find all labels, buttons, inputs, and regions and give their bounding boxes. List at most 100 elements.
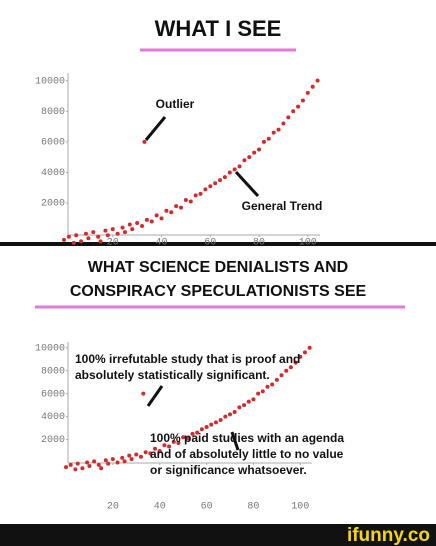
arrow [146, 385, 164, 407]
point [120, 225, 125, 230]
point [154, 213, 159, 218]
point [246, 399, 251, 404]
point [122, 459, 127, 464]
point [103, 228, 108, 233]
point [266, 136, 271, 141]
x-tick-label: 100 [299, 238, 317, 249]
point [157, 449, 162, 454]
point [74, 233, 79, 238]
point [242, 403, 247, 408]
point [310, 84, 315, 89]
annotation: 100% paid studies with an agenda [150, 431, 344, 445]
annotation: Outlier [156, 97, 195, 111]
point [271, 130, 276, 135]
point [171, 439, 176, 444]
point [279, 373, 284, 378]
point [305, 90, 310, 95]
x-tick-label: 80 [253, 238, 265, 249]
point [153, 446, 158, 451]
title: WHAT I SEE [155, 16, 282, 41]
point [141, 391, 146, 396]
point [232, 410, 237, 415]
point [115, 231, 120, 236]
point [222, 175, 227, 180]
point [164, 208, 169, 213]
y-tick-label: 2000 [41, 199, 65, 210]
point [261, 139, 266, 144]
point [75, 461, 80, 466]
point [227, 170, 232, 175]
annotation: or significance whatsoever. [150, 463, 307, 477]
point [64, 465, 68, 470]
point [288, 365, 293, 370]
point [162, 443, 167, 448]
point [66, 234, 71, 239]
point [135, 220, 140, 225]
point [159, 216, 164, 221]
x-tick-label: 40 [156, 238, 168, 249]
point [148, 451, 153, 456]
point [73, 467, 78, 472]
point [213, 420, 218, 425]
point [144, 217, 149, 222]
point [105, 233, 110, 238]
point [307, 345, 312, 350]
point [237, 405, 242, 410]
point [85, 460, 90, 465]
annotation: General Trend [242, 199, 323, 213]
title: WHAT SCIENCE DENIALISTS AND [88, 259, 348, 276]
x-tick-label: 40 [154, 502, 166, 513]
x-tick-label: 20 [107, 238, 119, 249]
point [134, 452, 139, 457]
point [198, 191, 203, 196]
point [99, 466, 104, 471]
point [281, 121, 286, 126]
y-tick-label: 4000 [41, 412, 65, 423]
point [68, 462, 73, 467]
point [242, 158, 247, 163]
arrow [144, 116, 167, 141]
arrow [234, 170, 260, 198]
point [204, 424, 209, 429]
point [174, 204, 179, 209]
title: CONSPIRACY SPECULATIONISTS SEE [70, 283, 367, 300]
point [127, 222, 132, 227]
point [315, 78, 320, 83]
point [71, 240, 76, 245]
point [167, 444, 172, 449]
x-tick-label: 60 [204, 238, 216, 249]
point [209, 422, 214, 427]
point [251, 397, 256, 402]
point [96, 234, 101, 239]
point [120, 455, 125, 460]
point [256, 391, 261, 396]
x-tick-label: 60 [201, 502, 213, 513]
watermark: ifunny.co [347, 525, 430, 546]
point [270, 382, 275, 387]
point [218, 178, 223, 183]
point [199, 427, 204, 432]
x-tick-label: 100 [291, 502, 309, 513]
point [274, 377, 279, 382]
point [62, 237, 66, 242]
point [190, 431, 195, 436]
point [298, 354, 303, 359]
point [260, 389, 265, 394]
y-tick-label: 8000 [41, 366, 65, 377]
point [257, 147, 262, 152]
y-tick-label: 6000 [41, 138, 65, 149]
point [106, 461, 111, 466]
point [179, 205, 184, 210]
point [92, 459, 97, 464]
point [291, 109, 296, 114]
point [79, 239, 84, 244]
point [232, 167, 237, 172]
point [110, 227, 115, 232]
y-tick-label: 2000 [41, 435, 65, 446]
point [127, 453, 132, 458]
footer-bar [0, 524, 436, 546]
y-tick-label: 8000 [41, 107, 65, 118]
point [284, 368, 289, 373]
point [247, 155, 252, 160]
point [130, 227, 135, 232]
